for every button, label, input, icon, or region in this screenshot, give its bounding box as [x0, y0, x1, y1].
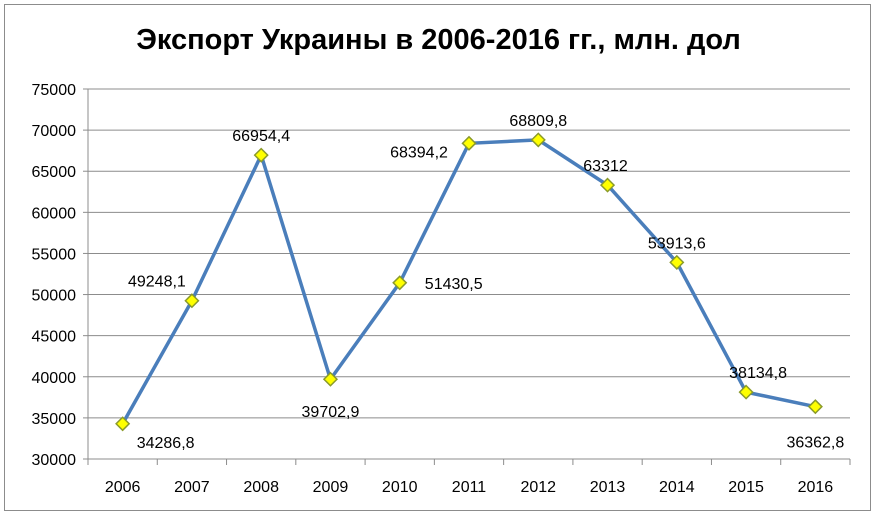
x-tick-label: 2006 [105, 479, 141, 496]
y-tick-label: 30000 [32, 452, 77, 469]
chart-title: Экспорт Украины в 2006-2016 гг., млн. до… [136, 24, 741, 56]
data-label: 53913,6 [648, 235, 706, 252]
data-point-marker [461, 135, 477, 151]
data-label: 66954,4 [232, 128, 290, 145]
data-label: 38134,8 [729, 365, 787, 382]
data-point-marker [599, 177, 616, 193]
x-tick-label: 2016 [798, 479, 834, 496]
x-tick-label: 2007 [174, 479, 210, 496]
x-tick-label: 2014 [659, 479, 695, 496]
data-label: 49248,1 [128, 274, 186, 291]
x-tick-label: 2008 [243, 479, 279, 496]
data-point-marker [738, 384, 754, 400]
data-labels: 34286,8 49248,1 66954,4 39702,9 51430,5 68394… [128, 113, 844, 452]
y-tick-label: 40000 [32, 370, 77, 387]
data-point-marker [530, 132, 546, 148]
data-point-marker [115, 416, 131, 432]
y-tick-labels: 30000 35000 40000 45000 50000 55000 60000 65000… [32, 82, 77, 469]
y-tick-label: 60000 [32, 205, 77, 222]
x-tick-label: 2013 [590, 479, 626, 496]
grid-lines [88, 88, 850, 419]
data-label: 39702,9 [302, 404, 360, 421]
markers [115, 132, 823, 432]
data-point-marker [184, 293, 200, 309]
y-tick-label: 65000 [32, 164, 77, 181]
data-label: 51430,5 [425, 276, 483, 293]
data-label: 68394,2 [390, 144, 448, 161]
y-tick-label: 45000 [32, 329, 77, 346]
data-point-marker [807, 399, 823, 415]
y-tick-label: 55000 [32, 246, 77, 263]
data-point-marker [392, 275, 408, 291]
data-point-marker [253, 147, 269, 163]
x-tick-label: 2011 [452, 479, 487, 496]
y-tick-label: 70000 [32, 123, 77, 140]
x-tick-label: 2009 [313, 479, 349, 496]
y-tick-label: 50000 [32, 288, 77, 305]
x-tick-label: 2010 [382, 479, 418, 496]
x-tick-label: 2015 [728, 479, 764, 496]
data-label: 34286,8 [137, 435, 195, 452]
x-tick-labels: 2006 2007 2008 2009 2010 2011 2012 2013 2014 2015… [105, 479, 833, 496]
data-point-marker [322, 371, 339, 387]
axes [83, 88, 851, 465]
y-tick-label: 75000 [32, 82, 77, 99]
x-tick-label: 2012 [520, 479, 556, 496]
data-label: 68809,8 [509, 113, 567, 130]
data-point-marker [669, 254, 685, 270]
y-tick-label: 35000 [32, 411, 77, 428]
data-label: 63312 [583, 158, 628, 175]
data-label: 36362,8 [786, 435, 844, 452]
